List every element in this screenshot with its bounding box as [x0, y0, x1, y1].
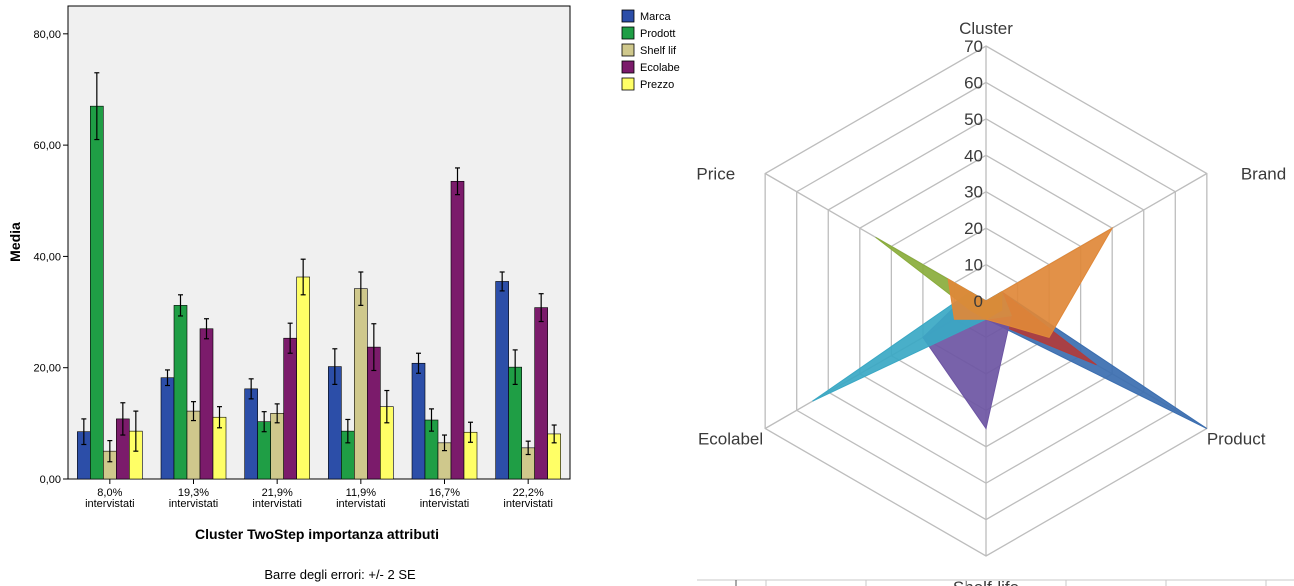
x-tick-label: intervistati — [503, 498, 553, 510]
radar-tick-label: 0 — [974, 292, 983, 311]
x-tick-label: 11,9% — [346, 487, 377, 499]
bottom-strip — [697, 579, 1294, 586]
x-tick-label: 21,9% — [262, 487, 293, 499]
radar-axis-label: Product — [1207, 430, 1266, 449]
x-tick-label: intervistati — [252, 498, 302, 510]
radar-tick-label: 20 — [964, 219, 983, 238]
bar-marca — [244, 388, 258, 480]
radar-series-6 — [947, 226, 1114, 339]
x-axis-title: Cluster TwoStep importanza attributi — [195, 526, 439, 542]
plot-area — [67, 5, 571, 480]
bar-marca — [495, 281, 509, 480]
legend: Marca Prodott Shelf lif Ecolabe Prezzo — [618, 6, 693, 102]
radar-axis-labels: Cluster Brand Product Shelf-life Ecolabel Pri… — [696, 19, 1286, 586]
y-tick-label: 0,00 — [40, 474, 61, 486]
radar-chart: 0 10 20 30 40 50 60 70 Cluster Brand Product Shelf… — [696, 19, 1286, 586]
x-tick-label: 22,2% — [513, 487, 544, 499]
radar-tick-label: 50 — [964, 110, 983, 129]
radar-series — [812, 226, 1208, 430]
bar-prezzo — [296, 276, 310, 480]
x-tick-label: 19,3% — [178, 487, 209, 499]
radar-axis-label: Shelf-life — [953, 578, 1019, 586]
legend-label: Ecolabe — [640, 62, 680, 74]
legend-swatch — [621, 60, 635, 74]
radar-tick-labels: 0 10 20 30 40 50 60 70 — [964, 37, 983, 311]
legend-swatch — [621, 9, 635, 23]
legend-swatch — [621, 26, 635, 40]
legend-label: Prezzo — [640, 79, 674, 91]
bar-marks — [77, 72, 561, 480]
bar-prodotto — [90, 105, 104, 480]
radar-tick-label: 10 — [964, 256, 983, 275]
radar-tick-label: 60 — [964, 73, 983, 92]
radar-axis-label: Price — [696, 165, 735, 184]
bar-prodotto — [173, 305, 188, 480]
legend-label: Shelf lif — [640, 45, 677, 57]
x-tick-label: intervistati — [336, 498, 386, 510]
y-axis-title: Media — [7, 222, 23, 262]
radar-tick-label: 70 — [964, 37, 983, 56]
legend-label: Marca — [640, 11, 671, 23]
y-tick-label: 40,00 — [33, 251, 61, 263]
x-tick-label: 16,7% — [429, 487, 460, 499]
x-axis: 8,0%intervistati19,3%intervistati21,9%in… — [85, 479, 553, 510]
radar-tick-label: 30 — [964, 183, 983, 202]
radar-axis-label: Cluster — [959, 19, 1013, 38]
x-tick-label: intervistati — [169, 498, 219, 510]
legend-label: Prodott — [640, 28, 675, 40]
legend-swatch — [621, 43, 635, 57]
y-tick-label: 80,00 — [33, 29, 61, 41]
y-tick-label: 20,00 — [33, 363, 61, 375]
bar-ecolabel — [534, 307, 548, 480]
bar-marca — [411, 362, 426, 480]
x-tick-label: intervistati — [85, 498, 135, 510]
radar-axis-label: Brand — [1241, 165, 1286, 184]
bar-ecolabel — [450, 180, 465, 480]
legend-swatch — [621, 77, 635, 91]
bar-shelf-life — [186, 410, 201, 480]
x-tick-label: intervistati — [420, 498, 470, 510]
radar-axis-label: Ecolabel — [698, 430, 763, 449]
y-tick-label: 60,00 — [33, 140, 61, 152]
bar-marca — [160, 377, 175, 480]
radar-tick-label: 40 — [964, 146, 983, 165]
x-tick-label: 8,0% — [97, 487, 122, 499]
error-bar-note: Barre degli errori: +/- 2 SE — [264, 567, 416, 582]
bar-ecolabel — [199, 328, 214, 480]
bar-ecolabel — [283, 337, 297, 480]
y-axis: 0,00 20,00 40,00 60,00 80,00 — [33, 29, 68, 486]
bar-shelf-life — [354, 288, 368, 480]
